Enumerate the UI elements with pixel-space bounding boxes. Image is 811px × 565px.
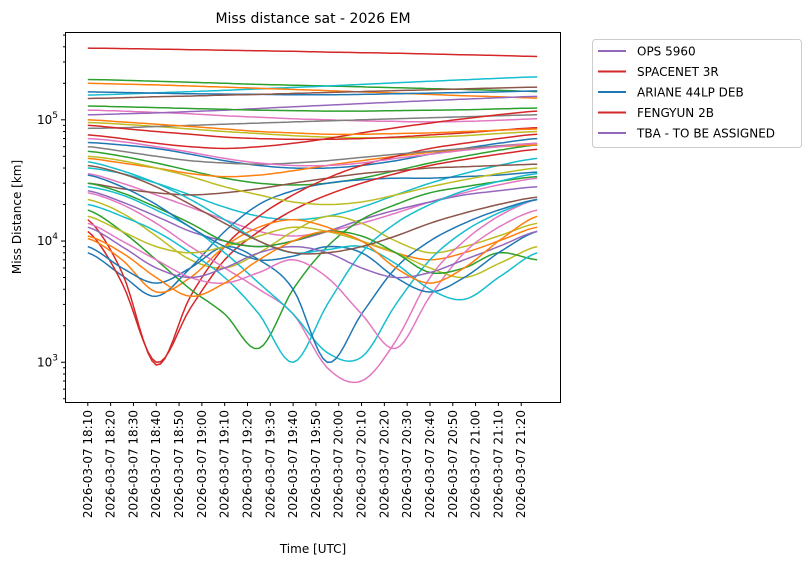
x-tick-label: 2026-03-07 18:40 (149, 410, 163, 518)
x-axis: 2026-03-07 18:10 2026-03-07 18:20 2026-03-… (81, 402, 528, 518)
series-line-3 (87, 82, 538, 99)
legend-entry: TBA - TO BE ASSIGNED (636, 127, 775, 141)
x-tick-label: 2026-03-07 18:50 (172, 410, 186, 518)
series-line-21 (87, 148, 538, 364)
axes-frame (65, 32, 561, 403)
series-line-5 (87, 86, 538, 100)
x-tick-label: 2026-03-07 21:20 (514, 410, 528, 518)
legend-entry: OPS 5960 (637, 45, 696, 59)
series-line-40 (87, 155, 538, 206)
series-line-41 (87, 164, 538, 255)
legend-entry: FENGYUN 2B (637, 106, 714, 120)
x-tick-label: 2026-03-07 20:00 (332, 410, 346, 518)
series-line-17 (87, 186, 538, 248)
x-tick-label: 2026-03-07 20:30 (400, 410, 414, 518)
x-tick-label: 2026-03-07 20:40 (423, 410, 437, 518)
y-tick-label: 105 (37, 111, 58, 127)
series-line-30 (87, 182, 538, 275)
x-tick-label: 2026-03-07 19:40 (286, 410, 300, 518)
y-tick-label: 103 (37, 353, 58, 369)
x-tick-label: 2026-03-07 21:00 (469, 410, 483, 518)
series-line-37 (87, 105, 538, 112)
series-line-12 (87, 144, 538, 186)
x-tick-label: 2026-03-07 18:30 (126, 410, 140, 518)
x-tick-label: 2026-03-07 18:10 (81, 410, 95, 518)
series-line-39 (87, 137, 538, 167)
series-line-10 (87, 110, 538, 150)
series-line-27 (87, 198, 538, 364)
y-tick-exponent: 5 (52, 111, 58, 121)
series-line-25 (87, 192, 538, 384)
series-line-24 (87, 172, 538, 364)
legend-box (592, 39, 802, 148)
series-line-31 (87, 174, 538, 293)
x-tick-label: 2026-03-07 19:50 (309, 410, 323, 518)
x-tick-label: 2026-03-07 19:00 (195, 410, 209, 518)
legend-entry: ARIANE 44LP DEB (637, 86, 744, 100)
series-line-33 (87, 226, 538, 279)
y-axis-label: Miss Distance [km] (10, 160, 24, 274)
series-line-38 (87, 119, 538, 136)
series-line-29 (87, 215, 538, 279)
y-tick-exponent: 3 (52, 353, 58, 363)
series-line-22 (87, 218, 538, 294)
series-line-23 (87, 175, 538, 350)
y-tick-exponent: 4 (52, 232, 58, 242)
series-line-36 (87, 124, 538, 141)
legend: OPS 5960 SPACENET 3R ARIANE 44LP DEB FENGYU… (592, 39, 802, 148)
legend-entry: SPACENET 3R (637, 65, 719, 79)
x-tick-label: 2026-03-07 19:30 (263, 410, 277, 518)
x-tick-label: 2026-03-07 19:10 (218, 410, 232, 518)
y-tick-label: 104 (37, 232, 58, 248)
x-tick-label: 2026-03-07 20:50 (446, 410, 460, 518)
series-line-35 (87, 142, 538, 165)
series-line-7 (87, 95, 538, 116)
series-line-34 (87, 215, 538, 298)
series-line-0 (87, 47, 538, 58)
series-line-4 (87, 90, 538, 96)
x-axis-label: Time [UTC] (279, 542, 346, 556)
x-tick-label: 2026-03-07 20:20 (377, 410, 391, 518)
x-tick-label: 2026-03-07 19:20 (240, 410, 254, 518)
y-axis: 103 104 105 (37, 34, 65, 400)
series-line-9 (87, 114, 538, 130)
plot-area (87, 47, 538, 384)
x-tick-label: 2026-03-07 18:20 (104, 410, 118, 518)
chart-title: Miss distance sat - 2026 EM (215, 11, 410, 27)
series-line-20 (87, 133, 538, 366)
x-tick-label: 2026-03-07 20:10 (355, 410, 369, 518)
series-line-26 (87, 186, 538, 362)
series-line-32 (87, 161, 538, 301)
series-line-28 (87, 209, 538, 350)
x-tick-label: 2026-03-07 21:10 (491, 410, 505, 518)
series-line-16 (87, 163, 538, 196)
